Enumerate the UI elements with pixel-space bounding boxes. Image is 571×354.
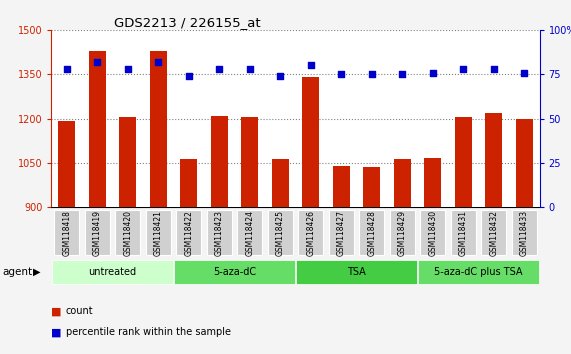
- Point: [489, 66, 498, 72]
- Text: ■: ■: [51, 306, 62, 316]
- Text: agent: agent: [3, 267, 33, 277]
- Bar: [150, 51, 167, 207]
- FancyBboxPatch shape: [451, 210, 476, 255]
- Bar: [485, 113, 502, 207]
- Text: GSM118429: GSM118429: [398, 210, 407, 256]
- Text: GSM118419: GSM118419: [93, 210, 102, 256]
- Text: GDS2213 / 226155_at: GDS2213 / 226155_at: [114, 16, 261, 29]
- Text: 5-aza-dC plus TSA: 5-aza-dC plus TSA: [435, 267, 523, 277]
- FancyBboxPatch shape: [420, 210, 445, 255]
- Bar: [272, 159, 288, 207]
- FancyBboxPatch shape: [419, 260, 538, 284]
- Point: [123, 66, 132, 72]
- Point: [337, 72, 346, 77]
- Bar: [89, 51, 106, 207]
- FancyBboxPatch shape: [237, 210, 262, 255]
- FancyBboxPatch shape: [176, 210, 201, 255]
- Bar: [424, 158, 441, 207]
- Bar: [242, 117, 258, 207]
- Text: GSM118425: GSM118425: [276, 210, 285, 256]
- Text: TSA: TSA: [347, 267, 366, 277]
- Text: GSM118420: GSM118420: [123, 210, 132, 256]
- Point: [93, 59, 102, 65]
- Text: GSM118422: GSM118422: [184, 210, 193, 256]
- Text: GSM118433: GSM118433: [520, 210, 529, 256]
- Text: GSM118428: GSM118428: [367, 210, 376, 256]
- FancyBboxPatch shape: [174, 260, 295, 284]
- Text: GSM118427: GSM118427: [337, 210, 346, 256]
- Point: [154, 59, 163, 65]
- Bar: [58, 121, 75, 207]
- Text: GSM118418: GSM118418: [62, 210, 71, 256]
- FancyBboxPatch shape: [54, 210, 79, 255]
- Text: GSM118421: GSM118421: [154, 210, 163, 256]
- Text: ▶: ▶: [33, 267, 41, 277]
- FancyBboxPatch shape: [512, 210, 537, 255]
- FancyBboxPatch shape: [390, 210, 415, 255]
- FancyBboxPatch shape: [329, 210, 354, 255]
- FancyBboxPatch shape: [115, 210, 140, 255]
- Bar: [363, 167, 380, 207]
- Text: untreated: untreated: [89, 267, 136, 277]
- Point: [398, 72, 407, 77]
- FancyBboxPatch shape: [268, 210, 293, 255]
- Point: [215, 66, 224, 72]
- Point: [367, 72, 376, 77]
- Point: [428, 70, 437, 75]
- Bar: [394, 159, 411, 207]
- Text: ■: ■: [51, 327, 62, 337]
- FancyBboxPatch shape: [296, 260, 417, 284]
- Text: GSM118431: GSM118431: [459, 210, 468, 256]
- Text: GSM118430: GSM118430: [428, 210, 437, 256]
- Text: GSM118426: GSM118426: [306, 210, 315, 256]
- Text: GSM118424: GSM118424: [245, 210, 254, 256]
- Text: GSM118423: GSM118423: [215, 210, 224, 256]
- Text: count: count: [66, 306, 93, 316]
- FancyBboxPatch shape: [207, 210, 232, 255]
- Bar: [516, 119, 533, 207]
- FancyBboxPatch shape: [298, 210, 323, 255]
- Point: [459, 66, 468, 72]
- Point: [276, 73, 285, 79]
- Bar: [303, 77, 319, 207]
- Point: [306, 63, 315, 68]
- Bar: [455, 117, 472, 207]
- Text: percentile rank within the sample: percentile rank within the sample: [66, 327, 231, 337]
- Point: [520, 70, 529, 75]
- Bar: [333, 166, 349, 207]
- FancyBboxPatch shape: [481, 210, 506, 255]
- Bar: [119, 117, 136, 207]
- FancyBboxPatch shape: [85, 210, 110, 255]
- Text: GSM118432: GSM118432: [489, 210, 498, 256]
- Point: [62, 66, 71, 72]
- FancyBboxPatch shape: [53, 260, 172, 284]
- Text: 5-aza-dC: 5-aza-dC: [213, 267, 256, 277]
- Point: [245, 66, 254, 72]
- Bar: [211, 116, 228, 207]
- FancyBboxPatch shape: [359, 210, 384, 255]
- Point: [184, 73, 193, 79]
- Bar: [180, 159, 197, 207]
- FancyBboxPatch shape: [146, 210, 171, 255]
